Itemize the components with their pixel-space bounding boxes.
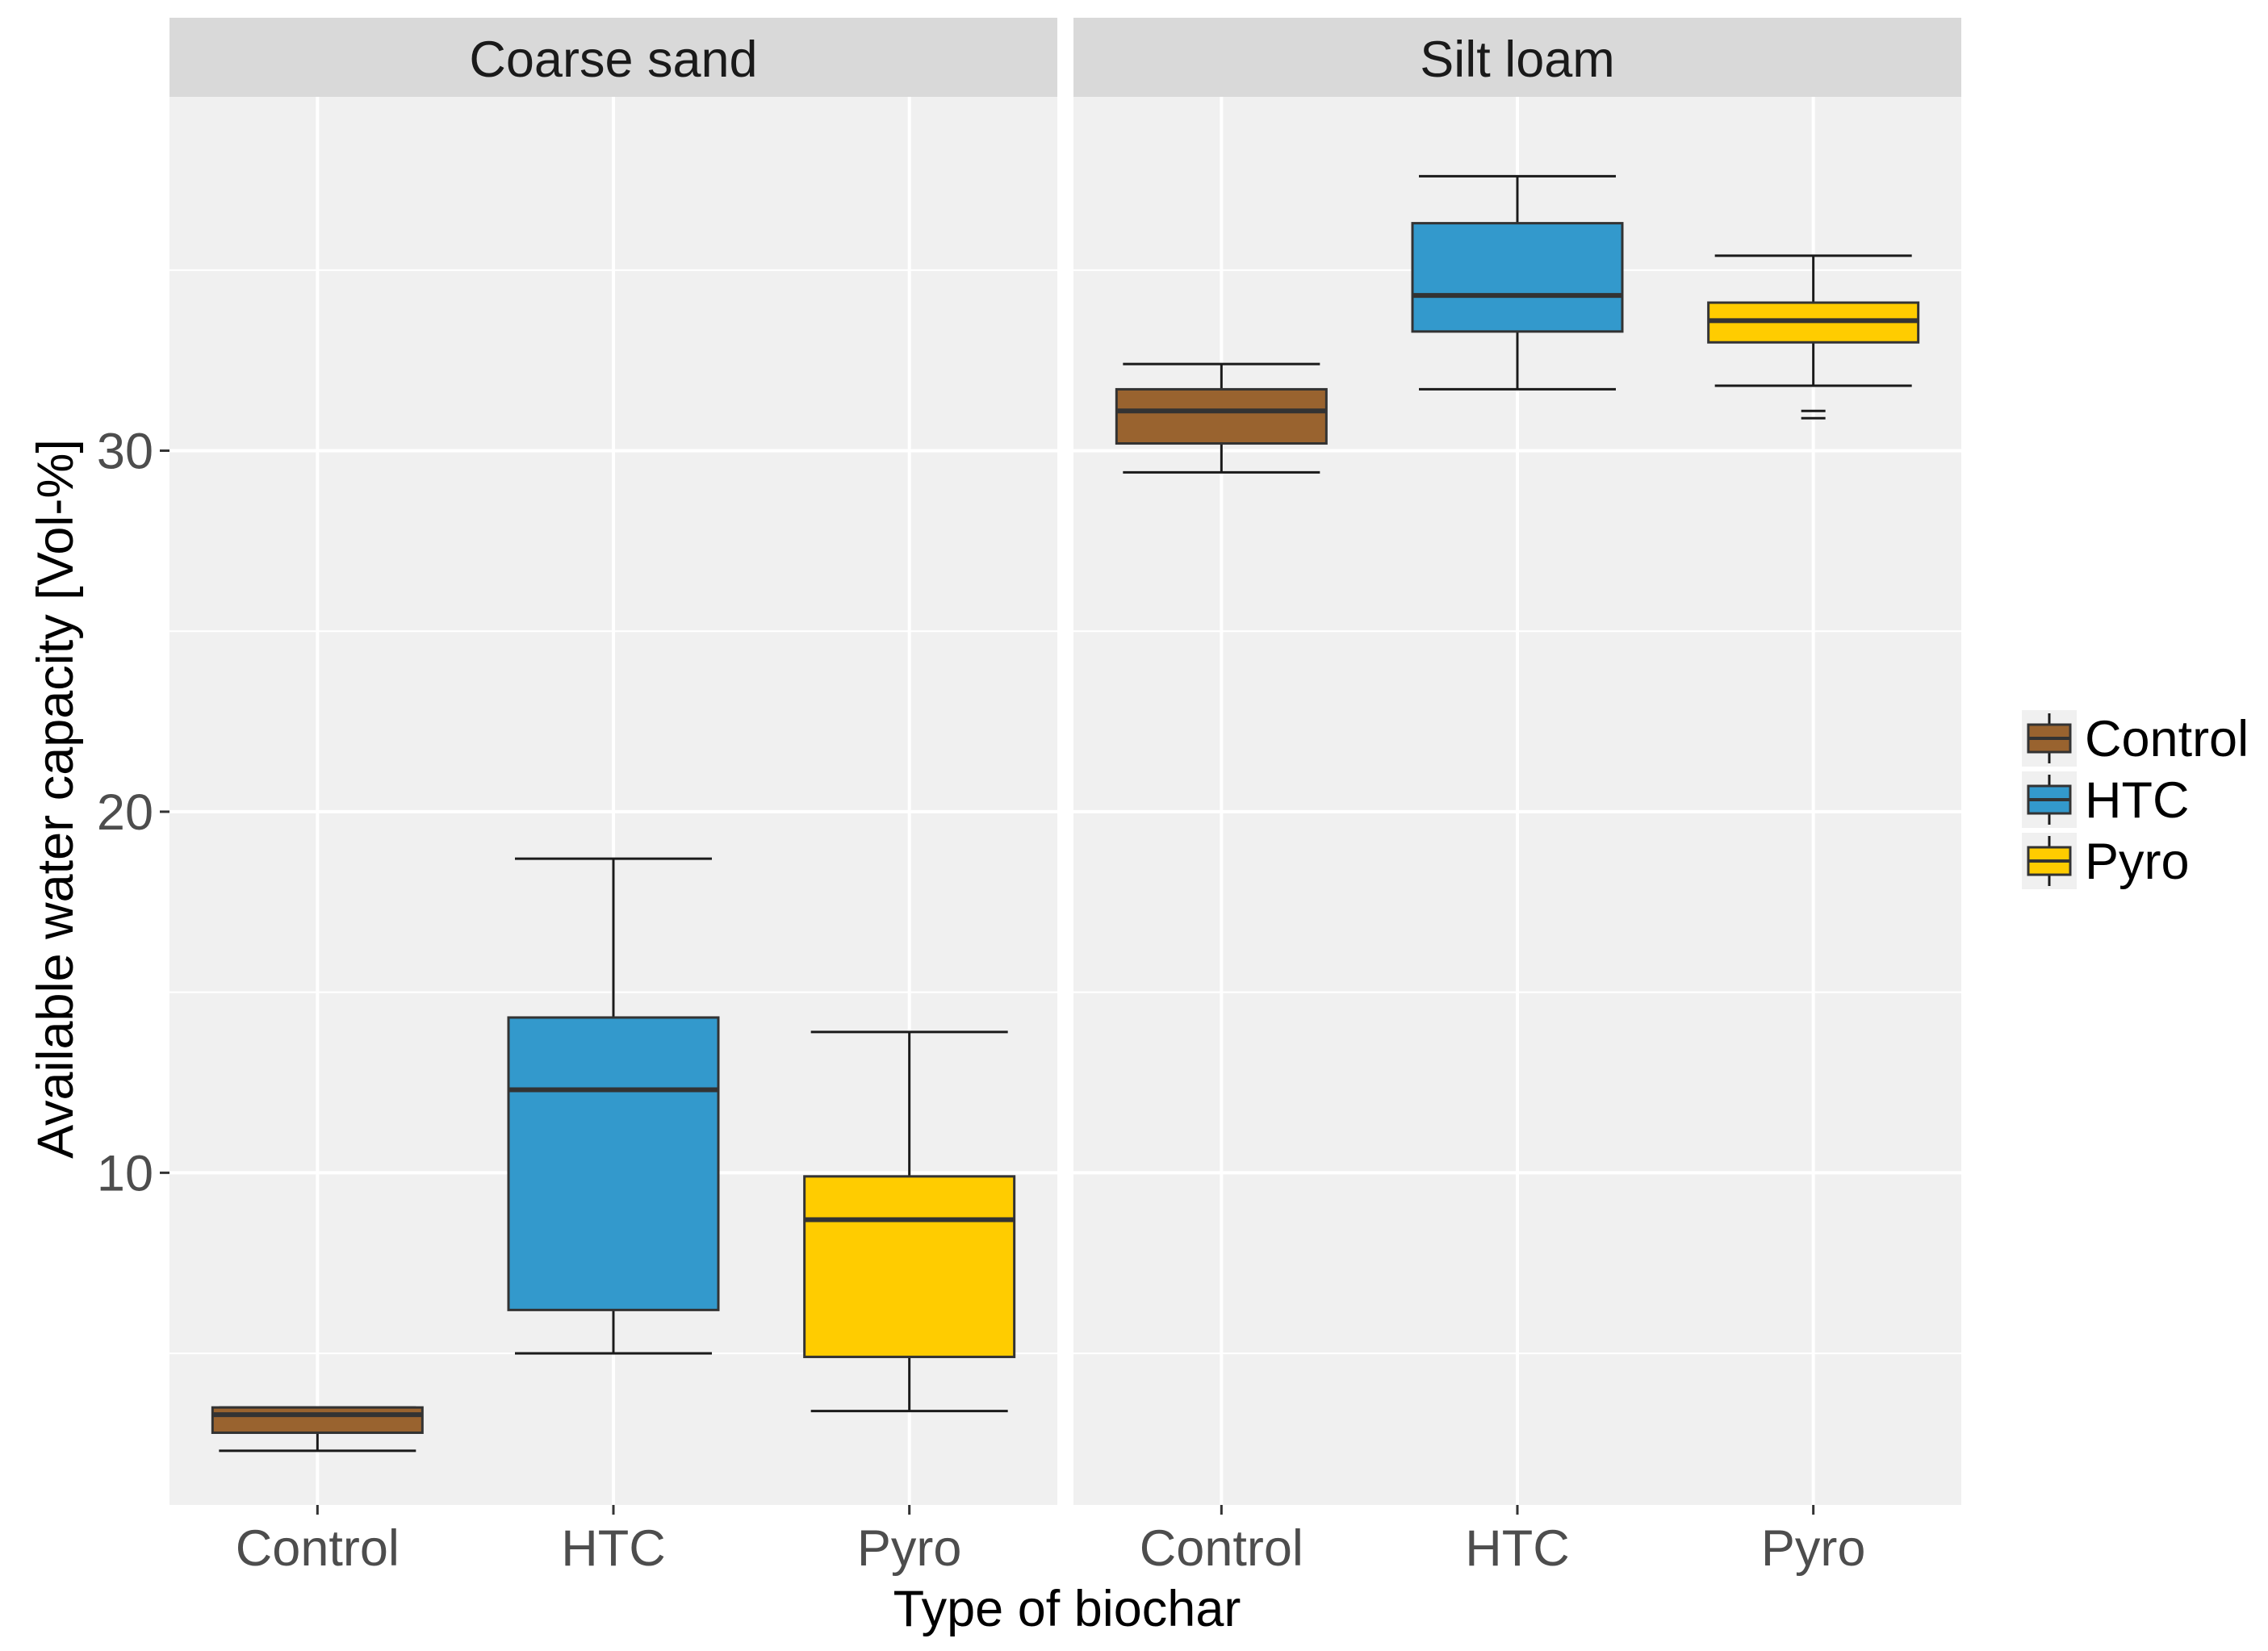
y-tick-label: 20 bbox=[97, 784, 153, 841]
box-coarse-sand-htc bbox=[507, 857, 720, 1355]
panel-silt-loam: Silt loam bbox=[1073, 18, 1961, 1505]
y-axis-title: Available water capacity [Vol-%] bbox=[27, 439, 84, 1159]
x-axis-title: Type of biochar bbox=[893, 1581, 1241, 1637]
panel-coarse-sand: Coarse sand bbox=[169, 18, 1057, 1505]
y-tick-label: 30 bbox=[97, 423, 153, 479]
x-tick-label: HTC bbox=[561, 1520, 665, 1577]
legend-label: HTC bbox=[2085, 772, 2189, 829]
panels-layer: Coarse sand Silt loam bbox=[169, 18, 1961, 1505]
strip-header-coarse-sand bbox=[169, 18, 1057, 97]
x-tick-label: Control bbox=[236, 1520, 400, 1577]
iqr-box bbox=[211, 1406, 424, 1435]
strip-header-silt-loam bbox=[1073, 18, 1961, 97]
iqr-box bbox=[1115, 387, 1328, 445]
box-coarse-sand-pyro bbox=[803, 1030, 1016, 1413]
x-axis: Control HTC Pyro Control HTC Pyro bbox=[236, 1505, 1866, 1577]
iqr-box bbox=[507, 1016, 720, 1311]
x-tick-label: HTC bbox=[1465, 1520, 1569, 1577]
strip-label-silt-loam: Silt loam bbox=[1420, 31, 1615, 88]
box-coarse-sand-control bbox=[211, 1406, 424, 1452]
legend-label: Control bbox=[2085, 711, 2249, 767]
legend-item-htc: HTC bbox=[2022, 771, 2189, 829]
legend-item-control: Control bbox=[2022, 710, 2249, 767]
y-axis: 10 20 30 bbox=[97, 423, 169, 1202]
iqr-box bbox=[1411, 222, 1624, 333]
box-silt-loam-htc bbox=[1411, 174, 1624, 391]
y-tick-label: 10 bbox=[97, 1145, 153, 1202]
x-tick-label: Control bbox=[1140, 1520, 1303, 1577]
strip-label-coarse-sand: Coarse sand bbox=[469, 31, 757, 88]
box-silt-loam-pyro bbox=[1707, 254, 1920, 420]
box-silt-loam-control bbox=[1115, 362, 1328, 474]
x-tick-label: Pyro bbox=[1761, 1520, 1866, 1577]
legend-label: Pyro bbox=[2085, 834, 2190, 890]
iqr-box bbox=[803, 1175, 1016, 1359]
legend-item-pyro: Pyro bbox=[2022, 833, 2190, 890]
x-tick-label: Pyro bbox=[857, 1520, 962, 1577]
